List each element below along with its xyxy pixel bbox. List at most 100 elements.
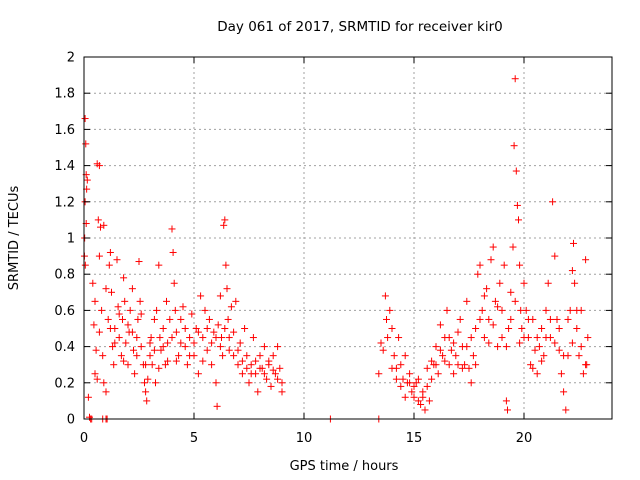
- data-point: [212, 334, 220, 342]
- data-point: [247, 370, 255, 378]
- data-point: [478, 306, 486, 314]
- data-point: [157, 346, 165, 354]
- data-point: [538, 325, 546, 332]
- data-point: [161, 361, 169, 369]
- data-point: [109, 343, 117, 351]
- data-point: [95, 252, 103, 260]
- data-point: [511, 75, 519, 83]
- data-point: [108, 288, 115, 296]
- data-point: [150, 315, 158, 323]
- data-point: [423, 382, 431, 390]
- data-point: [92, 346, 100, 354]
- data-point: [397, 361, 405, 369]
- data-point: [447, 346, 455, 354]
- data-point: [210, 328, 218, 336]
- data-point: [99, 352, 107, 360]
- x-tick-label: 0: [80, 431, 88, 446]
- data-point: [485, 339, 493, 347]
- data-point: [130, 346, 137, 354]
- data-point: [529, 364, 537, 372]
- data-point: [432, 343, 440, 351]
- data-point: [256, 352, 264, 360]
- data-point: [201, 306, 209, 314]
- y-tick-label: 1.4: [54, 159, 75, 174]
- data-point: [417, 401, 425, 409]
- x-tick-label: 10: [296, 431, 313, 446]
- data-point: [533, 370, 541, 378]
- data-point: [90, 321, 98, 329]
- data-point: [498, 306, 506, 314]
- data-point: [469, 352, 477, 360]
- data-point: [267, 382, 275, 390]
- data-point: [542, 306, 550, 314]
- data-point: [441, 357, 449, 365]
- data-point: [384, 334, 392, 342]
- data-point: [443, 306, 451, 314]
- data-point: [117, 352, 125, 360]
- data-point: [219, 352, 227, 360]
- data-point: [83, 176, 91, 184]
- data-point: [436, 346, 444, 354]
- data-point: [152, 379, 159, 387]
- x-tick-label: 5: [190, 431, 198, 446]
- data-point: [516, 261, 524, 269]
- data-point: [95, 328, 103, 336]
- data-point: [131, 370, 139, 378]
- data-point: [498, 334, 506, 342]
- data-point: [487, 256, 495, 264]
- data-point: [190, 339, 198, 347]
- data-point: [504, 406, 511, 414]
- data-point: [401, 352, 409, 360]
- data-point: [106, 248, 114, 256]
- data-point: [494, 303, 502, 311]
- data-point: [513, 201, 521, 209]
- data-point: [564, 315, 572, 323]
- data-point: [410, 382, 418, 390]
- data-point: [436, 321, 444, 329]
- data-point: [476, 261, 484, 269]
- data-point: [260, 343, 268, 351]
- data-point: [522, 306, 530, 314]
- data-point: [452, 352, 460, 360]
- data-point: [128, 328, 136, 336]
- data-point: [232, 297, 240, 305]
- data-point: [383, 315, 390, 323]
- data-point: [135, 258, 143, 266]
- data-point: [271, 370, 279, 378]
- data-point: [230, 352, 238, 360]
- y-tick-label: 0.4: [54, 340, 75, 355]
- data-point: [81, 261, 89, 269]
- data-point: [91, 370, 99, 378]
- data-point: [212, 379, 220, 387]
- data-point: [397, 382, 405, 390]
- data-point: [515, 216, 522, 224]
- data-point: [126, 306, 134, 314]
- data-point: [175, 352, 183, 360]
- data-point: [454, 361, 462, 369]
- data-point: [256, 364, 264, 372]
- data-point: [395, 334, 403, 342]
- data-point: [269, 366, 277, 374]
- data-point: [89, 279, 97, 287]
- data-point: [150, 346, 158, 354]
- data-point: [155, 364, 163, 372]
- data-point: [128, 285, 136, 293]
- data-point: [388, 364, 396, 372]
- data-point: [260, 370, 268, 378]
- data-point: [234, 346, 242, 354]
- data-point: [505, 325, 513, 332]
- data-point: [467, 334, 475, 342]
- data-point: [278, 388, 286, 396]
- x-tick-label: 15: [406, 431, 423, 446]
- data-point: [265, 357, 273, 365]
- data-point: [557, 370, 565, 378]
- x-tick-label: 20: [516, 431, 533, 446]
- data-point: [406, 379, 414, 387]
- data-point: [527, 361, 535, 369]
- data-point: [454, 328, 462, 336]
- data-point: [133, 352, 141, 360]
- data-point: [510, 142, 518, 150]
- data-point: [143, 397, 151, 405]
- data-point: [106, 325, 114, 332]
